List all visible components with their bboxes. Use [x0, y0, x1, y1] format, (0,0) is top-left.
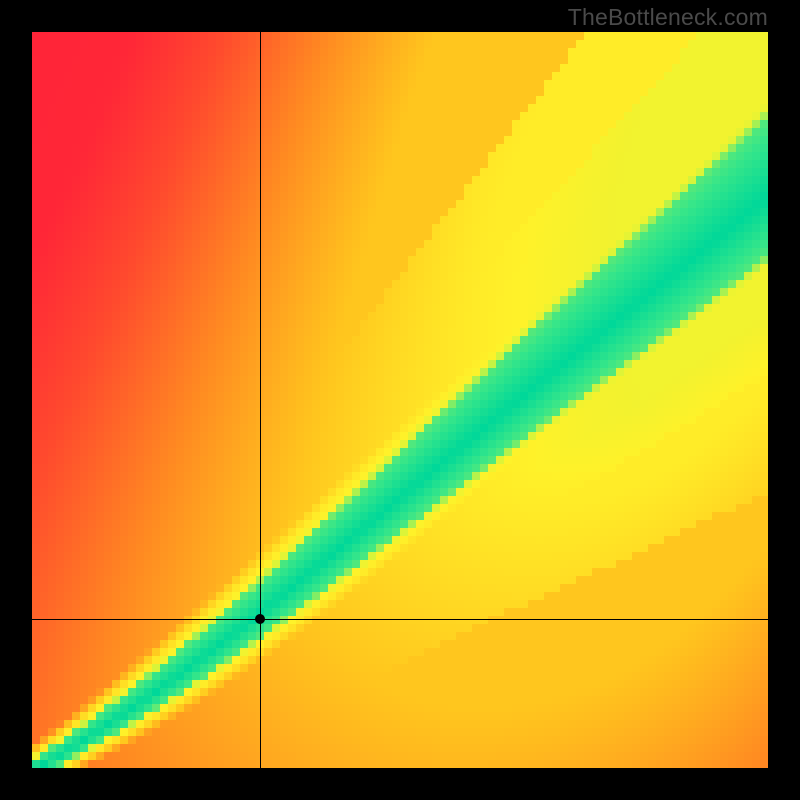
heatmap-canvas [32, 32, 768, 768]
crosshair-horizontal [32, 619, 768, 620]
heatmap-plot [32, 32, 768, 768]
crosshair-vertical [260, 32, 261, 768]
watermark-text: TheBottleneck.com [568, 4, 768, 31]
figure-container: TheBottleneck.com [0, 0, 800, 800]
crosshair-marker [255, 614, 265, 624]
